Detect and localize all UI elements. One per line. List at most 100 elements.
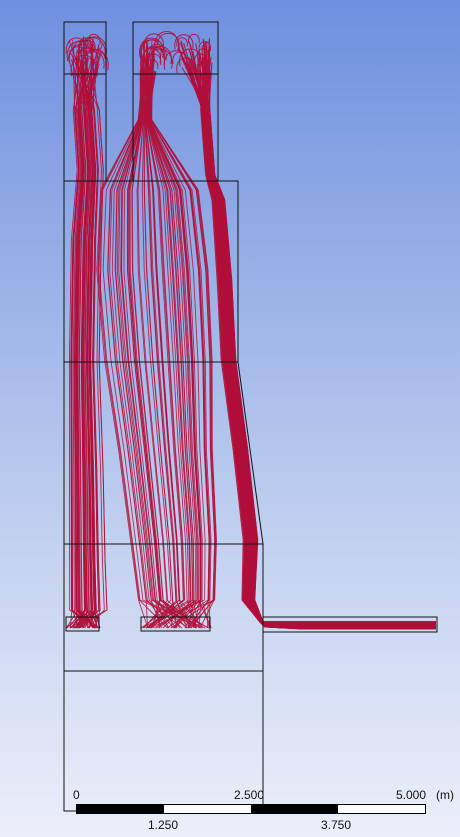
streamline-middle — [102, 64, 206, 629]
streamline-right — [201, 45, 436, 625]
streamline-left — [76, 36, 88, 629]
scale-segment-2 — [164, 805, 251, 813]
streamline-curl-right — [147, 48, 173, 69]
streamline-left — [72, 48, 84, 629]
streamline-right — [204, 66, 436, 626]
streamline-left — [68, 40, 100, 629]
streamline-right — [206, 41, 436, 628]
streamline-right — [201, 61, 436, 624]
streamline-right — [205, 62, 436, 627]
streamline-middle — [131, 63, 181, 629]
streamline-curl-right — [156, 32, 180, 52]
streamline-right — [203, 55, 436, 626]
streamline-middle — [109, 79, 170, 629]
outline-outlet-left — [65, 616, 100, 632]
streamline-curl-right — [179, 48, 202, 67]
streamline-middle — [146, 40, 192, 629]
streamline-middle — [139, 73, 181, 629]
streamline-middle — [140, 78, 178, 629]
scale-label-3750: 3.750 — [321, 818, 352, 832]
streamline-right — [207, 58, 436, 628]
streamline-middle — [149, 66, 217, 629]
streamline-curl-left — [77, 47, 99, 65]
streamline-middle — [107, 73, 148, 629]
streamline-right — [205, 53, 436, 627]
streamline-left — [74, 55, 100, 629]
streamline-middle — [150, 54, 212, 629]
streamline-curl-left — [68, 44, 94, 64]
streamline-curl-right — [149, 46, 172, 65]
streamline-middle — [140, 52, 206, 629]
streamline-middle — [145, 66, 185, 629]
streamline-group — [65, 31, 436, 630]
scale-label-2500: 2.500 — [234, 788, 265, 802]
streamline-middle — [148, 58, 201, 629]
streamline-curl-left — [73, 39, 92, 55]
streamline-right — [204, 42, 436, 627]
streamline-middle — [123, 59, 176, 629]
streamline-right — [177, 47, 436, 628]
streamline-left — [73, 58, 96, 629]
outline-outlet-middle — [140, 616, 211, 632]
streamline-middle — [120, 48, 169, 629]
streamline-curl-left — [70, 54, 98, 77]
streamline-middle — [141, 63, 216, 629]
streamline-right — [189, 58, 436, 628]
streamline-left — [78, 67, 99, 629]
streamline-right — [179, 42, 436, 625]
scale-label-1250: 1.250 — [148, 818, 179, 832]
streamline-curl-right — [139, 37, 164, 58]
streamline-left — [80, 59, 90, 629]
streamline-right — [180, 54, 436, 625]
streamline-left — [69, 59, 99, 629]
scale-label-5000: 5.000 — [396, 788, 427, 802]
streamline-left — [87, 36, 105, 629]
streamline-curl-right — [172, 51, 188, 64]
streamline-left — [74, 66, 94, 629]
streamline-curl-left — [79, 57, 96, 71]
streamline-curl-right — [140, 39, 165, 59]
streamline-right — [180, 40, 436, 624]
streamline-curl-right — [163, 50, 188, 70]
streamline-middle — [147, 70, 193, 629]
streamline-right — [199, 52, 436, 630]
streamline-middle — [144, 62, 178, 629]
streamline-middle — [147, 69, 195, 629]
scale-label-0: 0 — [73, 788, 80, 802]
streamline-right — [181, 67, 436, 629]
streamline-left — [77, 43, 100, 629]
streamline-right — [200, 52, 436, 623]
streamline-middle — [126, 45, 200, 629]
streamline-right — [189, 51, 436, 625]
scale-bar — [76, 804, 426, 814]
streamline-middle — [144, 58, 188, 629]
streamline-middle — [148, 54, 198, 629]
streamline-left — [83, 46, 96, 629]
streamline-middle — [111, 52, 175, 629]
streamline-curl-right — [198, 41, 212, 52]
streamline-curl-left — [87, 33, 101, 45]
streamline-curl-right — [145, 59, 159, 70]
domain-outline-group — [63, 21, 438, 812]
streamline-middle — [96, 55, 149, 629]
streamline-left — [75, 46, 95, 629]
scale-segment-3 — [251, 805, 338, 813]
streamline-middle — [118, 72, 188, 629]
scale-segment-1 — [77, 805, 164, 813]
scale-segment-4 — [338, 805, 425, 813]
streamline-middle — [136, 62, 198, 629]
streamline-right — [178, 47, 436, 626]
streamline-left — [68, 49, 108, 629]
streamline-curl-right — [193, 53, 208, 65]
streamline-middle — [146, 41, 212, 629]
streamline-left — [70, 45, 97, 629]
streamline-middle — [141, 43, 172, 629]
streamline-curl-right — [143, 33, 164, 50]
streamline-left — [81, 63, 95, 629]
streamline-right — [200, 47, 436, 623]
streamline-curl-right — [197, 48, 210, 58]
streamline-right — [203, 66, 436, 625]
streamline-curl-right — [154, 31, 179, 51]
